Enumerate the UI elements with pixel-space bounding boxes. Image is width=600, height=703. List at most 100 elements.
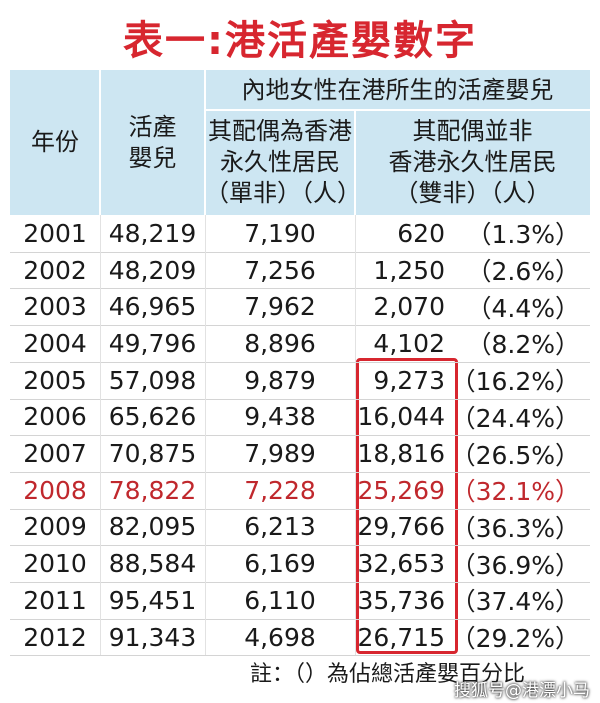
births-cell: 48,219 bbox=[108, 218, 197, 248]
double-non-cell: 4,102 bbox=[373, 328, 445, 358]
header-line: 活產 bbox=[128, 112, 177, 141]
header-births: 活產 嬰兒 bbox=[100, 70, 205, 215]
row-line bbox=[10, 508, 590, 510]
row-line bbox=[10, 435, 590, 437]
births-cell: 70,875 bbox=[108, 439, 197, 469]
percentage-cell: （32.1%） bbox=[450, 477, 580, 507]
double-non-cell: 25,269 bbox=[357, 475, 445, 505]
header-single: 其配偶為香港 永久性居民 （單非）（人） bbox=[205, 110, 361, 215]
year-cell: 2005 bbox=[23, 365, 87, 395]
double-non-cell: 29,766 bbox=[357, 512, 445, 542]
year-cell: 2008 bbox=[23, 475, 87, 505]
single-parent-cell: 9,879 bbox=[244, 365, 316, 395]
year-cell: 2007 bbox=[23, 439, 87, 469]
single-parent-cell: 6,213 bbox=[244, 512, 316, 542]
row-line bbox=[10, 582, 590, 583]
percentage-cell: （4.4%） bbox=[466, 293, 580, 323]
percentage-cell: （36.3%） bbox=[450, 513, 580, 543]
header-year: 年份 bbox=[10, 70, 100, 215]
header-text: 內地女性在港所生的活產嬰兒 bbox=[241, 75, 554, 104]
separator bbox=[204, 70, 206, 215]
single-parent-cell: 6,169 bbox=[244, 549, 316, 579]
header-line: （單非）（人） bbox=[205, 179, 361, 207]
header-double: 其配偶並非香港永久性居民 （雙非）（人） bbox=[355, 110, 590, 215]
births-cell: 78,822 bbox=[108, 475, 197, 505]
year-cell: 2004 bbox=[23, 328, 87, 358]
column-line bbox=[100, 215, 101, 656]
single-parent-cell: 7,256 bbox=[244, 255, 316, 285]
year-cell: 2011 bbox=[23, 585, 87, 615]
year-cell: 2003 bbox=[23, 292, 87, 322]
births-cell: 88,584 bbox=[108, 549, 197, 579]
year-cell: 2009 bbox=[23, 512, 87, 542]
single-parent-cell: 7,190 bbox=[244, 218, 316, 248]
year-cell: 2001 bbox=[23, 218, 87, 248]
births-cell: 65,626 bbox=[108, 402, 197, 432]
single-parent-cell: 9,438 bbox=[244, 402, 316, 432]
double-non-cell: 620 bbox=[397, 218, 445, 248]
row-line bbox=[10, 471, 590, 473]
single-parent-cell: 7,989 bbox=[244, 439, 316, 469]
percentage-cell: （8.2%） bbox=[466, 330, 580, 360]
double-non-cell: 32,653 bbox=[357, 549, 445, 579]
header-text: 年份 bbox=[31, 128, 79, 156]
separator bbox=[99, 70, 101, 215]
header-line: 其配偶為香港 bbox=[208, 117, 352, 145]
percentage-cell: （26.5%） bbox=[450, 440, 580, 470]
births-cell: 46,965 bbox=[108, 292, 197, 322]
header-line: （雙非）（人） bbox=[394, 179, 551, 207]
single-parent-cell: 7,228 bbox=[244, 475, 316, 505]
row-line bbox=[10, 618, 590, 620]
percentage-cell: （37.4%） bbox=[450, 587, 580, 617]
year-cell: 2012 bbox=[23, 622, 87, 652]
row-line bbox=[10, 398, 590, 400]
column-line bbox=[355, 215, 356, 656]
single-parent-cell: 6,110 bbox=[244, 585, 316, 615]
births-cell: 57,098 bbox=[108, 365, 197, 395]
percentage-cell: （16.2%） bbox=[450, 367, 580, 397]
row-line bbox=[10, 361, 590, 363]
single-parent-cell: 8,896 bbox=[244, 328, 316, 358]
double-non-cell: 18,816 bbox=[357, 439, 445, 469]
row-line bbox=[10, 288, 590, 290]
year-cell: 2006 bbox=[23, 402, 87, 432]
double-non-cell: 16,044 bbox=[357, 402, 445, 432]
percentage-cell: （24.4%） bbox=[450, 403, 580, 433]
header-line: 香港永久性居民 bbox=[388, 148, 557, 176]
header-background bbox=[10, 70, 590, 215]
births-cell: 82,095 bbox=[108, 512, 197, 542]
double-non-cell: 9,273 bbox=[373, 365, 445, 395]
header-line: 其配偶並非 bbox=[412, 117, 533, 145]
double-non-cell: 1,250 bbox=[373, 255, 445, 285]
births-cell: 48,209 bbox=[108, 255, 197, 285]
header-line: 嬰兒 bbox=[128, 143, 177, 172]
note: 註：（）為佔總活產嬰百分比 bbox=[250, 662, 526, 687]
single-parent-cell: 7,962 bbox=[244, 292, 316, 322]
percentage-cell: （29.2%） bbox=[450, 624, 580, 654]
year-cell: 2010 bbox=[23, 549, 87, 579]
single-parent-cell: 4,698 bbox=[244, 622, 316, 652]
header-group: 內地女性在港所生的活產嬰兒 bbox=[205, 70, 590, 110]
double-non-cell: 2,070 bbox=[373, 292, 445, 322]
double-non-cell: 26,715 bbox=[357, 622, 445, 652]
year-cell: 2002 bbox=[23, 255, 87, 285]
watermark: 搜狐号@港漂小马 bbox=[454, 681, 590, 701]
double-non-cell: 35,736 bbox=[357, 585, 445, 615]
percentage-cell: （1.3%） bbox=[466, 220, 580, 250]
header-line: 永久性居民 bbox=[220, 148, 340, 176]
births-cell: 49,796 bbox=[108, 328, 197, 358]
title: 表一:港活產嬰數字 bbox=[123, 18, 477, 64]
row-line bbox=[10, 325, 590, 327]
percentage-cell: （36.9%） bbox=[450, 550, 580, 580]
highlight-box bbox=[356, 358, 458, 654]
births-cell: 95,451 bbox=[108, 585, 197, 615]
column-line bbox=[205, 215, 206, 656]
separator bbox=[354, 110, 356, 215]
row-line bbox=[10, 251, 590, 253]
births-cell: 91,343 bbox=[108, 622, 197, 652]
separator bbox=[205, 109, 590, 111]
row-line bbox=[10, 655, 590, 657]
row-line bbox=[10, 545, 590, 547]
percentage-cell: （2.6%） bbox=[466, 257, 580, 287]
